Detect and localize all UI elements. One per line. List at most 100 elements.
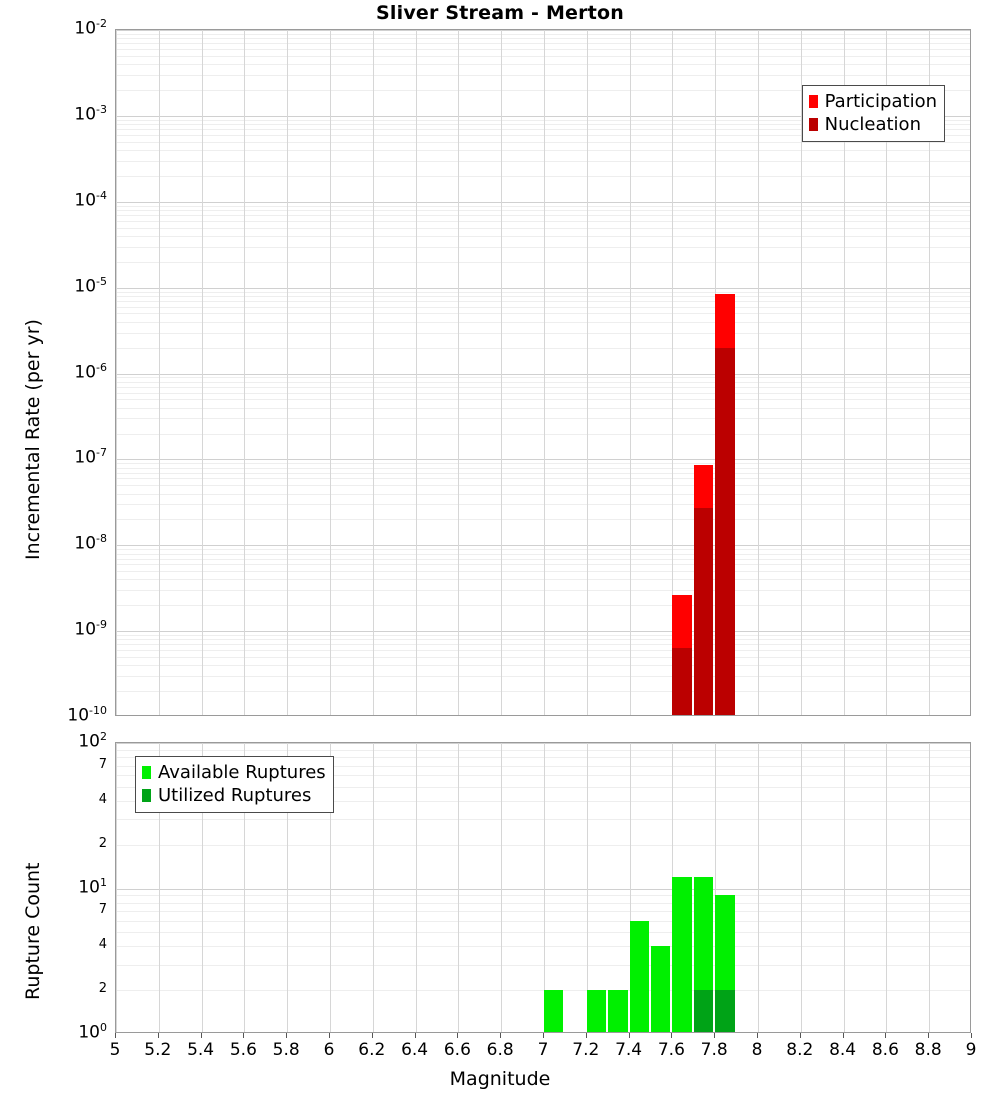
- legend-label: Nucleation: [824, 113, 921, 135]
- gridline-h-minor: [116, 920, 970, 922]
- gridline-v: [244, 30, 245, 715]
- gridline-h-minor: [116, 757, 970, 759]
- x-tick-mark: [757, 1033, 758, 1038]
- gridline-v: [715, 743, 716, 1032]
- gridline-h-minor: [116, 235, 970, 237]
- gridline-h-minor: [116, 134, 970, 136]
- gridline-v: [929, 30, 930, 715]
- y-tick-label-top: 10-10: [67, 704, 107, 726]
- x-tick-label: 6.6: [443, 1040, 471, 1060]
- gridline-h-minor: [116, 656, 970, 658]
- x-axis-label: Magnitude: [449, 1068, 551, 1090]
- gridline-h-minor: [116, 564, 970, 566]
- gridline-h-minor: [116, 665, 970, 667]
- y-tick-minor-label: 4: [98, 937, 107, 953]
- gridline-v: [758, 743, 759, 1032]
- y-tick-label-top: 10-3: [74, 102, 107, 125]
- y-tick-label-bottom: 102: [78, 730, 107, 752]
- gridline-h-minor: [116, 43, 970, 45]
- y-tick-label-top: 10-6: [74, 360, 107, 383]
- legend-swatch-icon: [808, 95, 818, 108]
- gridline-v: [672, 30, 673, 715]
- gridline-h-minor: [116, 467, 970, 469]
- gridline-h-minor: [116, 493, 970, 495]
- bar-utilized-ruptures: [715, 990, 735, 1032]
- bar-nucleation: [715, 347, 735, 715]
- gridline-h-minor: [116, 313, 970, 315]
- gridline-v: [844, 743, 845, 1032]
- x-tick-label: 9: [965, 1040, 977, 1060]
- gridline-h-minor: [116, 160, 970, 162]
- gridline-h-minor: [116, 932, 970, 934]
- gridline-h-minor: [116, 386, 970, 388]
- x-tick-mark: [115, 1033, 116, 1038]
- y-tick-minor-label: 2: [98, 981, 107, 997]
- x-tick-label: 5.4: [187, 1040, 215, 1060]
- bar-available-ruptures: [651, 946, 671, 1032]
- gridline-h-minor: [116, 33, 970, 35]
- gridline-h-minor: [116, 749, 970, 751]
- bar-utilized-ruptures: [693, 990, 714, 1032]
- bar-available-ruptures: [608, 990, 628, 1032]
- gridline-h-minor: [116, 775, 970, 777]
- gridline-h-minor: [116, 691, 970, 693]
- x-tick-label: 8: [751, 1040, 763, 1060]
- bar-available-ruptures: [544, 990, 564, 1032]
- x-tick-label: 7.4: [615, 1040, 643, 1060]
- x-tick-mark: [928, 1033, 930, 1038]
- gridline-h-minor: [116, 895, 970, 897]
- gridline-h-major: [116, 743, 970, 744]
- y-tick-label-bottom: 101: [78, 875, 107, 898]
- gridline-h-minor: [116, 650, 970, 652]
- x-tick-label: 7.6: [657, 1040, 685, 1060]
- legend-item: Nucleation: [808, 113, 937, 136]
- x-tick-mark: [714, 1033, 716, 1038]
- gridline-h-minor: [116, 558, 970, 560]
- gridline-h-minor: [116, 579, 970, 581]
- gridline-h-minor: [116, 786, 970, 788]
- y-tick-label-top: 10-8: [74, 532, 107, 554]
- gridline-v: [458, 30, 459, 715]
- legend-swatch-icon: [808, 118, 818, 131]
- gridline-h-minor: [116, 946, 970, 948]
- gridline-v: [587, 30, 588, 715]
- gridline-h-minor: [116, 819, 970, 821]
- legend-incremental-rate: Participation Nucleation: [801, 85, 945, 142]
- x-tick-mark: [329, 1033, 330, 1038]
- gridline-v: [116, 743, 117, 1032]
- gridline-h-minor: [116, 590, 970, 592]
- legend-swatch-icon: [142, 789, 151, 802]
- gridline-h-minor: [116, 306, 970, 308]
- gridline-v: [202, 30, 203, 715]
- gridline-v: [758, 30, 759, 715]
- gridline-h-minor: [116, 990, 970, 992]
- gridline-h-minor: [116, 74, 970, 76]
- x-tick-label: 7.8: [700, 1040, 728, 1060]
- bar-nucleation: [672, 648, 692, 715]
- gridline-h-minor: [116, 129, 970, 131]
- x-tick-label: 7.2: [572, 1040, 600, 1060]
- x-tick-mark: [457, 1033, 459, 1038]
- gridline-h-major: [116, 459, 970, 461]
- gridline-h-minor: [116, 639, 970, 641]
- x-tick-mark: [671, 1033, 673, 1038]
- legend-swatch-icon: [142, 766, 151, 779]
- x-tick-mark: [799, 1033, 801, 1038]
- gridline-h-minor: [116, 407, 970, 409]
- gridline-h-minor: [116, 765, 970, 767]
- x-tick-label: 6: [323, 1040, 335, 1060]
- gridline-v: [373, 743, 374, 1032]
- x-tick-label: 8.2: [786, 1040, 814, 1060]
- gridline-v: [886, 743, 887, 1032]
- gridline-v: [544, 30, 545, 715]
- gridline-v: [886, 30, 887, 715]
- x-tick-label: 8.4: [829, 1040, 857, 1060]
- gridline-v: [244, 743, 245, 1032]
- legend-item: Utilized Ruptures: [142, 784, 326, 807]
- gridline-h-major: [116, 201, 970, 203]
- gridline-h-minor: [116, 676, 970, 678]
- gridline-h-minor: [116, 246, 970, 248]
- chart-title: Sliver Stream - Merton: [376, 2, 624, 24]
- gridline-h-minor: [116, 347, 970, 349]
